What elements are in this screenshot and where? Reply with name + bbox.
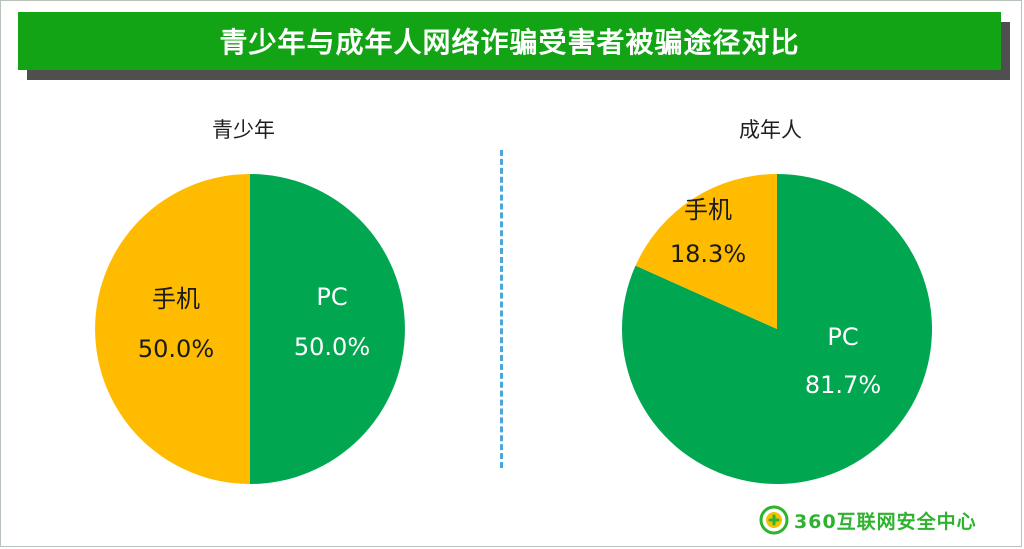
slice-label-1-1: 手机 xyxy=(684,196,732,224)
slice-value-0-1: 50.0% xyxy=(138,335,214,363)
360-logo-icon xyxy=(759,505,789,535)
slice-label-0-1: 手机 xyxy=(152,285,200,313)
left-chart-title: 青少年 xyxy=(212,118,275,142)
slice-value-1-0: 81.7% xyxy=(805,371,881,399)
page-title: 青少年与成年人网络诈骗受害者被骗途径对比 xyxy=(219,26,800,59)
right-chart-title: 成年人 xyxy=(739,118,802,142)
dashed-divider xyxy=(500,150,503,468)
slice-value-0-0: 50.0% xyxy=(294,333,370,361)
pie-slice-0-1 xyxy=(95,174,250,484)
pie-slice-0-0 xyxy=(250,174,405,484)
watermark: 360互联网安全中心 xyxy=(759,505,977,535)
watermark-text: 360互联网安全中心 xyxy=(794,510,977,533)
title-banner: 青少年与成年人网络诈骗受害者被骗途径对比 xyxy=(18,12,1001,70)
pie-slice-1-1 xyxy=(635,174,777,329)
slice-label-1-0: PC xyxy=(827,323,858,351)
slice-label-0-0: PC xyxy=(316,283,347,311)
slice-value-1-1: 18.3% xyxy=(670,240,746,268)
